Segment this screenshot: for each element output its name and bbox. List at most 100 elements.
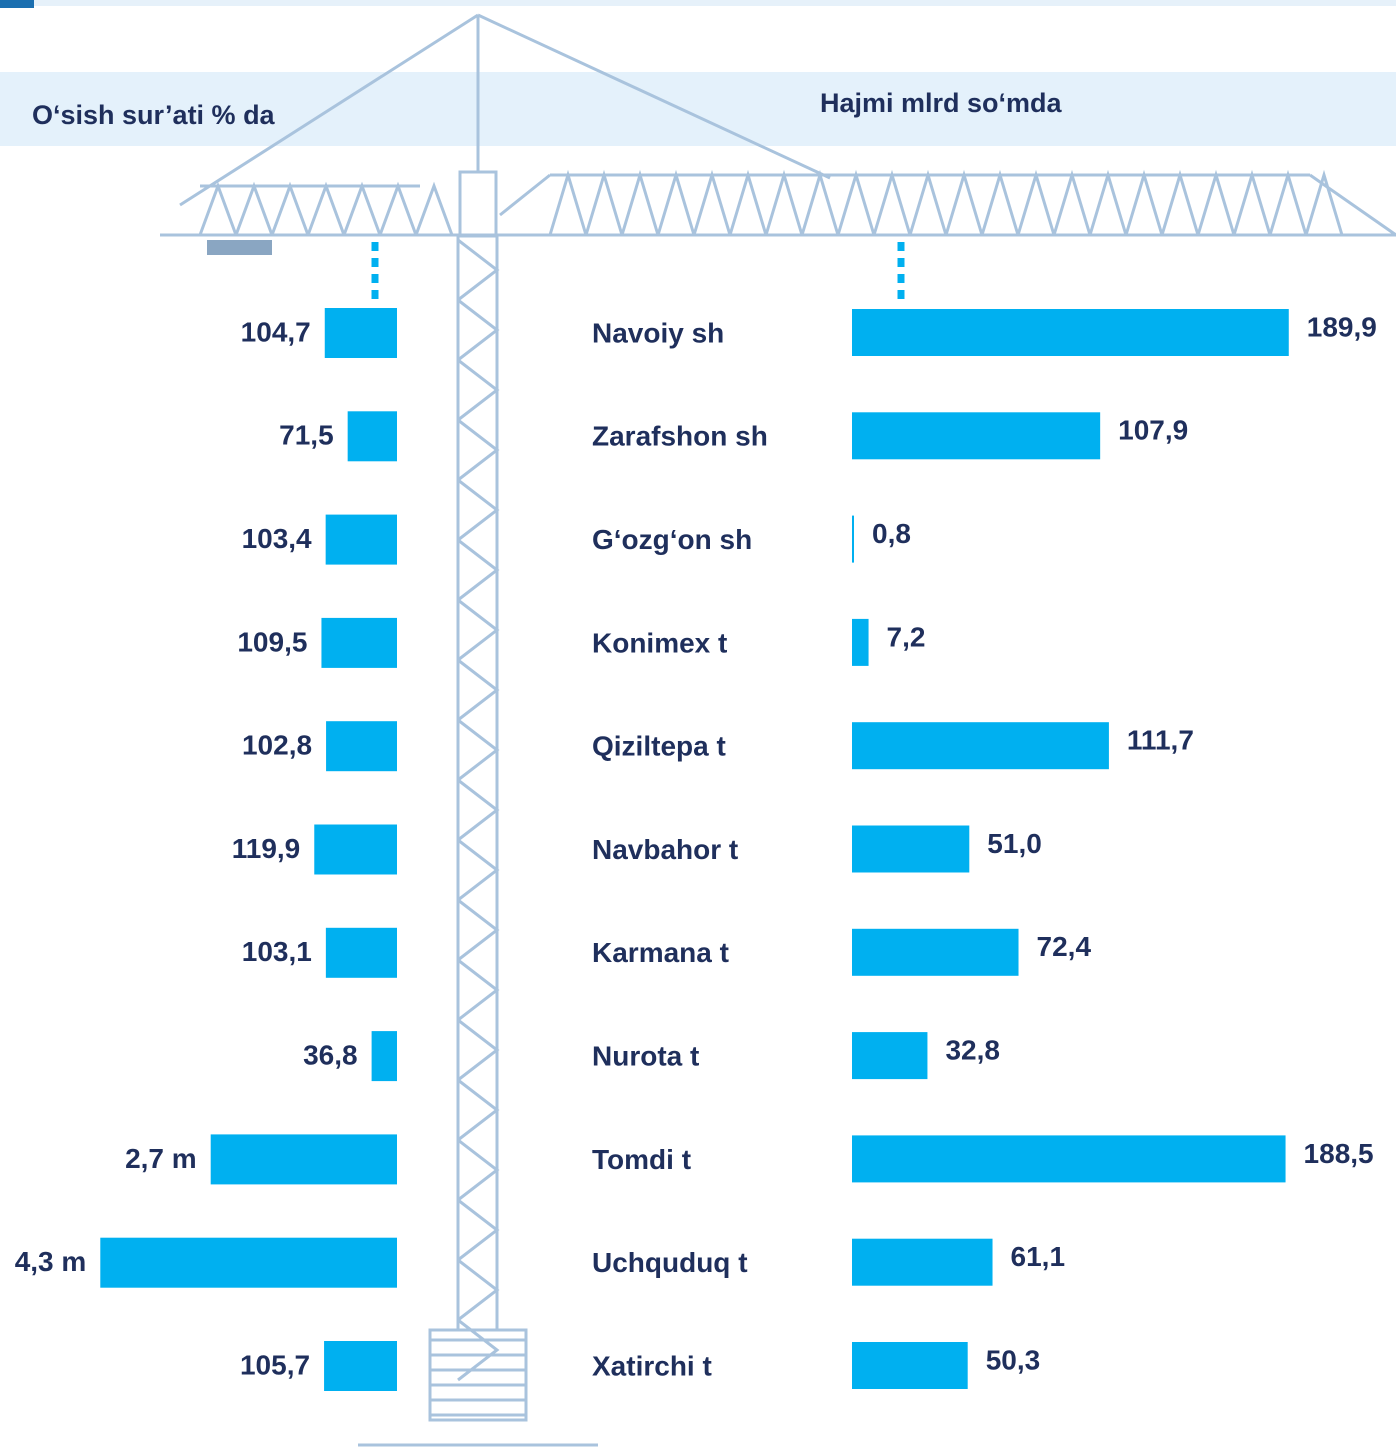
bar [852, 516, 854, 563]
bar [852, 309, 1289, 356]
value-label: 111,7 [1127, 725, 1194, 756]
jib-brace [1018, 175, 1054, 235]
jib-brace [766, 175, 802, 235]
page: O‘sish sur’ati % da Hajmi mlrd so‘mda 10… [0, 0, 1396, 1450]
bar [852, 826, 969, 873]
jib-root [500, 175, 550, 215]
mast-brace [458, 1200, 497, 1260]
chart: O‘sish sur’ati % da Hajmi mlrd so‘mda 10… [0, 0, 1396, 1450]
value-label: 103,4 [242, 523, 312, 554]
mast-brace [458, 480, 497, 540]
jib-brace [1234, 175, 1270, 235]
jib-brace [838, 175, 874, 235]
bar [321, 618, 397, 668]
jib-brace [586, 175, 622, 235]
value-label: 107,9 [1118, 415, 1188, 446]
mast-brace [458, 960, 497, 1020]
bar [314, 825, 397, 875]
cabin [460, 172, 496, 236]
value-label: 105,7 [240, 1349, 310, 1380]
jib-brace [1198, 175, 1234, 235]
value-label: 119,9 [232, 833, 301, 864]
jib-brace [1054, 175, 1090, 235]
jib-brace [874, 175, 910, 235]
value-label: 61,1 [1011, 1241, 1066, 1272]
corner-mark [0, 0, 34, 8]
bar [852, 722, 1109, 769]
top-strip [0, 0, 1396, 6]
jib-brace [1162, 175, 1198, 235]
jib-brace [344, 186, 380, 235]
bar [852, 1032, 927, 1079]
category-label: Konimex t [592, 627, 727, 658]
mast-brace [458, 1140, 497, 1200]
category-label: Nurota t [592, 1040, 699, 1071]
value-label: 102,8 [242, 730, 312, 761]
value-label: 36,8 [303, 1039, 358, 1070]
category-label: Uchquduq t [592, 1247, 748, 1278]
bar [100, 1238, 397, 1288]
mast-brace [458, 660, 497, 720]
bar [852, 412, 1100, 459]
jib-brace [550, 175, 586, 235]
jib-brace [658, 175, 694, 235]
jib-brace [622, 175, 658, 235]
category-label: Tomdi t [592, 1144, 691, 1175]
jib-brace [982, 175, 1018, 235]
jib-brace [200, 186, 236, 235]
jib-brace [730, 175, 766, 235]
bar [326, 515, 397, 565]
bar [326, 721, 397, 771]
mast-brace [458, 780, 497, 840]
bar [852, 1342, 968, 1389]
jib-tip [1310, 175, 1396, 235]
mast-brace [458, 1080, 497, 1140]
mast-brace [458, 900, 497, 960]
mast-brace [458, 420, 497, 480]
jib-brace [1270, 175, 1306, 235]
mast-brace [458, 240, 497, 300]
bar [324, 1341, 397, 1391]
jib-brace [802, 175, 838, 235]
value-label: 0,8 [872, 518, 911, 549]
left-title: O‘sish sur’ati % da [32, 100, 276, 130]
jib-brace [1126, 175, 1162, 235]
value-label: 71,5 [279, 420, 334, 451]
bar [372, 1031, 397, 1081]
jib-brace [416, 186, 452, 235]
jib-brace [694, 175, 730, 235]
jib-brace [236, 186, 272, 235]
value-label: 188,5 [1304, 1138, 1374, 1169]
value-label: 104,7 [241, 316, 311, 347]
category-label: Zarafshon sh [592, 421, 768, 452]
right-title: Hajmi mlrd so‘mda [820, 88, 1063, 118]
bar [326, 928, 397, 978]
value-label: 109,5 [237, 626, 307, 657]
bar [852, 1135, 1286, 1182]
mast-brace [458, 1260, 497, 1320]
value-label: 2,7 m [125, 1143, 197, 1174]
bar [852, 619, 869, 666]
value-label: 4,3 m [15, 1246, 87, 1277]
bar [211, 1134, 397, 1184]
value-label: 189,9 [1307, 311, 1377, 342]
value-label: 51,0 [987, 828, 1042, 859]
mast-brace [458, 1020, 497, 1080]
bar [852, 929, 1019, 976]
value-label: 50,3 [986, 1344, 1040, 1375]
base [430, 1330, 526, 1420]
mast-brace [458, 300, 497, 360]
category-label: Qiziltepa t [592, 731, 726, 762]
mast-brace [458, 540, 497, 600]
category-label: G‘ozg‘on sh [592, 524, 752, 555]
category-label: Xatirchi t [592, 1350, 712, 1381]
jib-brace [1090, 175, 1126, 235]
jib-brace [272, 186, 308, 235]
mast-brace [458, 360, 497, 420]
mast-brace [458, 840, 497, 900]
mast-brace [458, 720, 497, 780]
category-label: Karmana t [592, 937, 729, 968]
bar [852, 1239, 993, 1286]
jib-brace [380, 186, 416, 235]
category-label: Navoiy sh [592, 317, 724, 348]
